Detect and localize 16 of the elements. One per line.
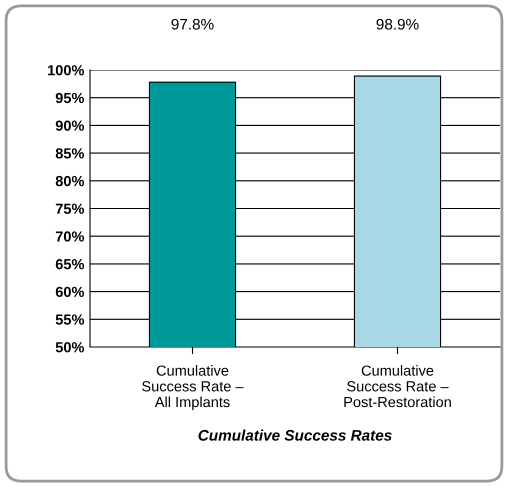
x-axis-title: Cumulative Success Rates bbox=[198, 430, 392, 441]
y-tick-label: 95% bbox=[56, 92, 84, 104]
data-label: 98.9% bbox=[376, 18, 419, 30]
y-tick-label: 60% bbox=[56, 286, 84, 298]
y-tick-label: 55% bbox=[56, 314, 84, 325]
y-tick-label: 100% bbox=[48, 65, 84, 76]
y-tick-label: 85% bbox=[56, 148, 84, 159]
y-tick-label: 75% bbox=[56, 204, 84, 214]
y-tick-label: 90% bbox=[56, 120, 84, 131]
y-tick-label: 50% bbox=[56, 342, 84, 352]
x-tick-label: Cumulative Success Rate – All Implants bbox=[142, 365, 244, 410]
y-tick-label: 65% bbox=[56, 259, 84, 270]
x-tick-label: Cumulative Success Rate – Post-Restoration bbox=[344, 365, 451, 408]
y-tick-label: 70% bbox=[56, 231, 84, 242]
y-tick-label: 80% bbox=[56, 176, 84, 186]
data-label: 97.8% bbox=[172, 18, 214, 30]
